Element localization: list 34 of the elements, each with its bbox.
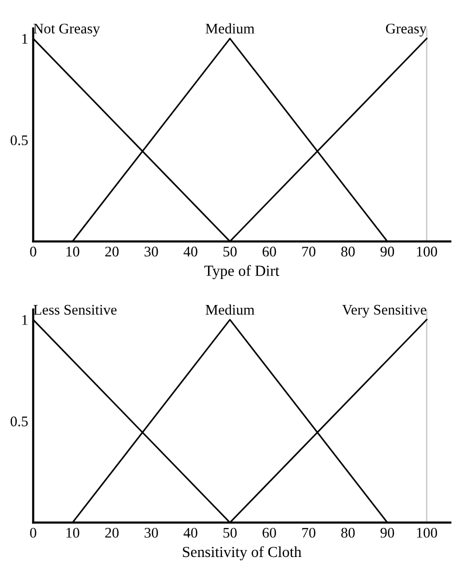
series-label: Medium (206, 304, 254, 315)
x-tick-label: 70 (302, 528, 316, 538)
x-tick-label: 80 (341, 528, 355, 538)
y-tick-label: 1 (22, 34, 28, 44)
x-tick-label: 0 (30, 246, 36, 257)
series-label: Very Sensitive (342, 304, 426, 318)
x-tick-label: 90 (380, 528, 394, 538)
x-tick-label: 60 (262, 246, 276, 257)
x-tick-label: 10 (66, 246, 80, 257)
series-label: Medium (206, 23, 254, 34)
x-tick-label: 70 (302, 246, 316, 257)
x-tick-label: 100 (417, 246, 438, 257)
x-tick-label: 50 (223, 528, 237, 538)
x-tick-label: 40 (184, 528, 198, 538)
x-tick-label: 10 (66, 528, 80, 538)
x-tick-label: 80 (341, 246, 355, 257)
x-tick-label: 30 (144, 246, 158, 257)
y-tick-label: 0.5 (10, 135, 28, 146)
x-tick-label: 0 (30, 528, 36, 538)
x-tick-label: 20 (105, 246, 119, 257)
x-tick-label: 100 (417, 528, 438, 538)
x-tick-label: 30 (144, 528, 158, 538)
x-tick-label: 60 (262, 528, 276, 538)
series-label: Greasy (386, 24, 427, 37)
x-tick-label: 20 (105, 528, 119, 538)
x-tick-label: 40 (184, 246, 198, 257)
x-tick-label: 50 (223, 246, 237, 257)
series-label: Less Sensitive (34, 304, 117, 315)
y-tick-label: 0.5 (10, 416, 28, 426)
x-axis-title: Type of Dirt (204, 265, 280, 280)
y-tick-label: 1 (22, 315, 28, 325)
x-axis-title: Sensitivity of Cloth (182, 546, 302, 560)
series-label: Not Greasy (34, 24, 100, 37)
x-tick-label: 90 (380, 246, 394, 257)
